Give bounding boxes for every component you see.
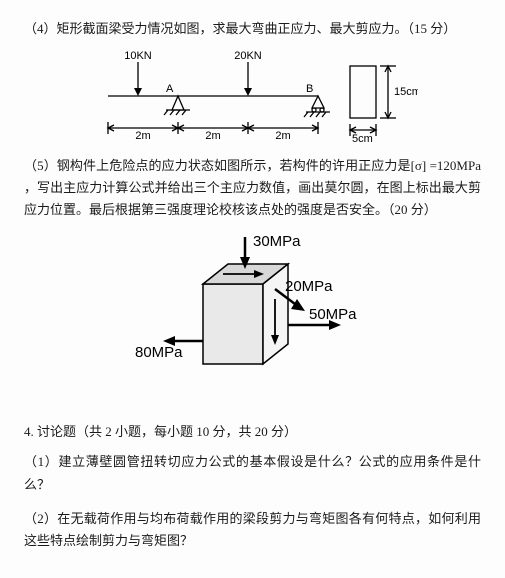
node-b-label: B bbox=[306, 83, 313, 95]
section-rect bbox=[350, 66, 396, 136]
q5-cube-svg: 30MPa 20MPa 50MPa 80MPa bbox=[133, 229, 373, 409]
span-3: 2m bbox=[275, 130, 290, 142]
q5-figure-wrap: 30MPa 20MPa 50MPa 80MPa bbox=[24, 229, 481, 409]
q4-beam-svg: 10KN 20KN A B 2m 2m 2m 15cm 5cm bbox=[88, 48, 418, 143]
node-a-label: A bbox=[166, 83, 174, 95]
load-2-arrow bbox=[244, 62, 252, 96]
span-2: 2m bbox=[205, 130, 220, 142]
pin-support bbox=[164, 96, 190, 115]
load1-label: 10KN bbox=[124, 50, 152, 62]
right-top-label: 20MPa bbox=[285, 278, 333, 295]
load2-label: 20KN bbox=[234, 50, 262, 62]
left-label: 80MPa bbox=[135, 344, 183, 361]
load-1-arrow bbox=[134, 62, 142, 96]
q5-prompt: （5）钢构件上危险点的应力状态如图所示，若构件的许用正应力是[σ] =120MP… bbox=[24, 155, 481, 221]
top-label: 30MPa bbox=[253, 233, 301, 250]
roller-support bbox=[304, 96, 330, 117]
span-1: 2m bbox=[135, 130, 150, 142]
section-h: 15cm bbox=[394, 86, 418, 98]
q4-prompt: （4）矩形截面梁受力情况如图，求最大弯曲正应力、最大剪应力。（15 分） bbox=[24, 18, 481, 40]
cube-front bbox=[203, 284, 263, 364]
s4-heading: 4. 讨论题（共 2 小题，每小题 10 分，共 20 分） bbox=[24, 421, 481, 443]
q4-figure-wrap: 10KN 20KN A B 2m 2m 2m 15cm 5cm bbox=[24, 48, 481, 143]
right-label: 50MPa bbox=[309, 306, 357, 323]
section-b: 5cm bbox=[352, 133, 373, 143]
s4-p1: （1）建立薄壁圆管扭转切应力公式的基本假设是什么？公式的应用条件是什么？ bbox=[24, 451, 481, 495]
s4-p2: （2）在无载荷作用与均布荷载作用的梁段剪力与弯矩图各有何特点，如何利用这些特点绘… bbox=[24, 508, 481, 552]
